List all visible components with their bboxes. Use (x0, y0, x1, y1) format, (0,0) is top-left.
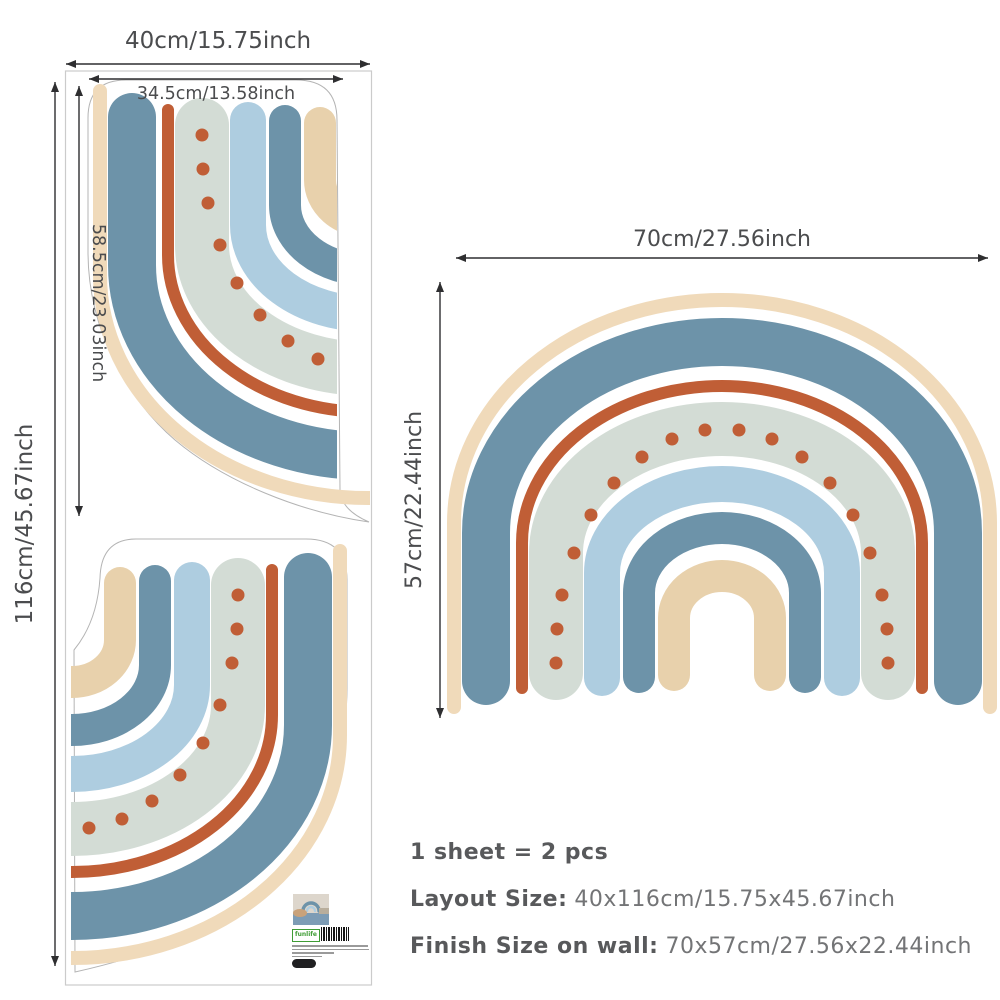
layout-size-label: Layout Size: (410, 887, 568, 912)
label-piece-width: 34.5cm/13.58inch (137, 84, 295, 104)
label-photo-thumbnail (293, 894, 329, 925)
sheet-pcs-note: 1 sheet = 2 pcs (410, 840, 609, 865)
finish-size-note: Finish Size on wall: 70x57cm/27.56x22.44i… (410, 934, 972, 959)
label-badge (292, 959, 316, 968)
label-sheet-width: 40cm/15.75inch (125, 28, 311, 54)
layout-size-value: 40x116cm/15.75x45.67inch (574, 887, 896, 912)
cut-outline-top-piece (87, 79, 370, 523)
label-fine-print (292, 945, 370, 959)
size-notes: 1 sheet = 2 pcs Layout Size: 40x116cm/15.… (410, 840, 972, 981)
label-sheet-height: 116cm/45.67inch (12, 424, 38, 625)
finish-size-value: 70x57cm/27.56x22.44inch (665, 934, 972, 959)
label-finish-width: 70cm/27.56inch (633, 227, 811, 252)
label-finish-height: 57cm/22.44inch (402, 411, 427, 589)
layout-size-note: Layout Size: 40x116cm/15.75x45.67inch (410, 887, 972, 912)
assembled-rainbow (454, 300, 990, 707)
brand-logo: funlife (292, 929, 320, 942)
barcode (321, 927, 349, 941)
label-piece-height: 58.5cm/23.03inch (88, 224, 108, 382)
finish-size-label: Finish Size on wall: (410, 934, 659, 959)
